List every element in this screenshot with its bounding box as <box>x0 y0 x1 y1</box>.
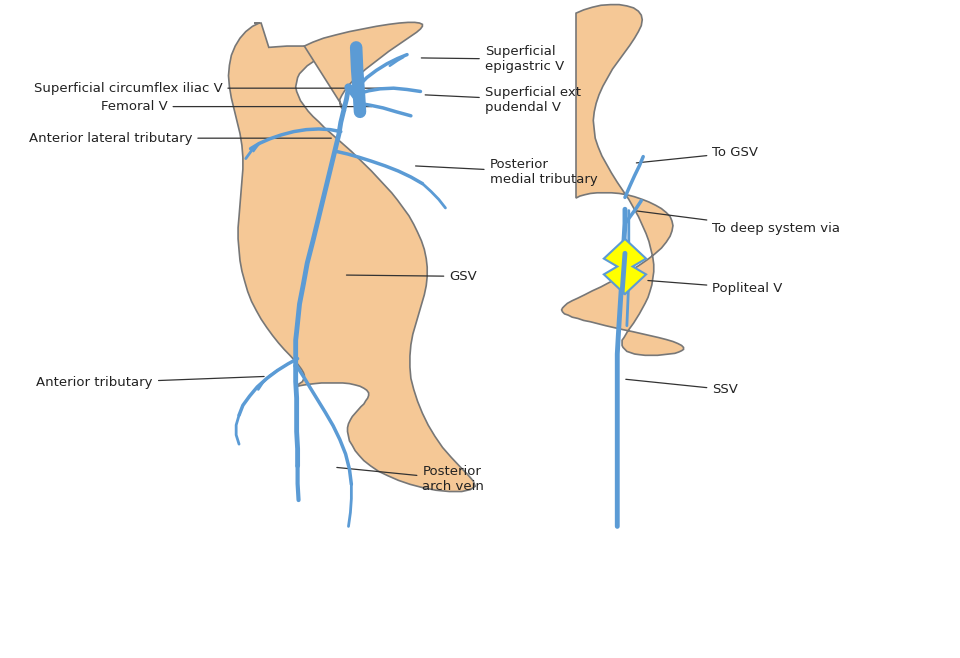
Text: Anterior tributary: Anterior tributary <box>36 376 264 390</box>
Polygon shape <box>604 239 646 294</box>
Text: Posterior
medial tributary: Posterior medial tributary <box>416 159 597 186</box>
Polygon shape <box>562 5 684 355</box>
Text: GSV: GSV <box>347 270 477 283</box>
Polygon shape <box>304 22 422 111</box>
Text: Anterior lateral tributary: Anterior lateral tributary <box>29 132 331 145</box>
Text: Femoral V: Femoral V <box>101 100 372 113</box>
Text: Posterior
arch vein: Posterior arch vein <box>337 465 484 493</box>
Text: To GSV: To GSV <box>636 146 758 163</box>
Text: Superficial circumflex iliac V: Superficial circumflex iliac V <box>34 82 396 95</box>
Text: To deep system via: To deep system via <box>636 211 840 236</box>
Text: Superficial ext
pudendal V: Superficial ext pudendal V <box>425 86 581 114</box>
Text: Superficial
epigastric V: Superficial epigastric V <box>421 45 564 73</box>
Polygon shape <box>228 23 475 492</box>
Text: Popliteal V: Popliteal V <box>648 280 782 295</box>
Text: SSV: SSV <box>626 379 738 396</box>
